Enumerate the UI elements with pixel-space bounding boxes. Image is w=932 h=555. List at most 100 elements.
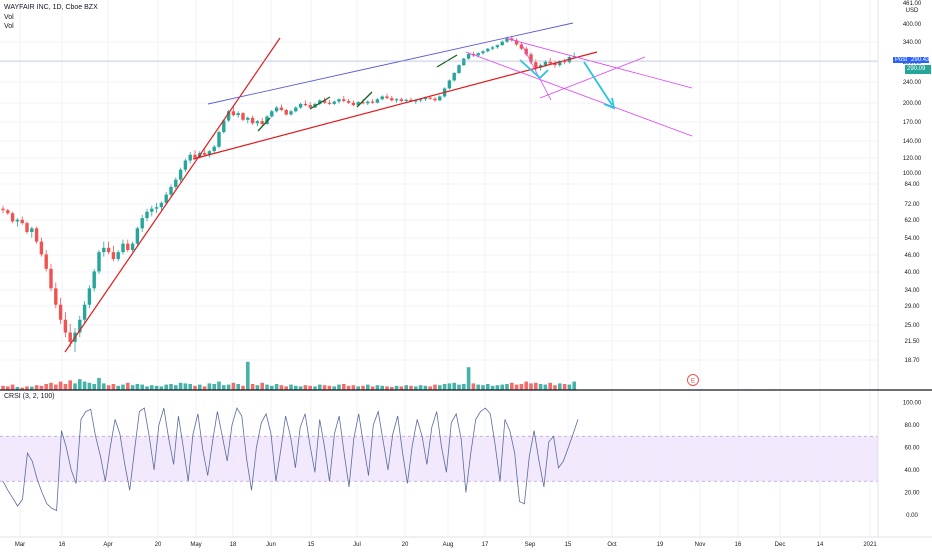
volume-bar [44, 384, 48, 390]
time-axis-label: Sep [525, 542, 536, 548]
volume-bar [423, 385, 428, 390]
candle-body [130, 243, 135, 250]
crsi-axis-label: 80.00 [904, 423, 920, 429]
price-axis-label: 46.00 [904, 253, 920, 259]
candle-body [15, 219, 20, 222]
volume-bar [529, 383, 533, 390]
candle-body [279, 107, 284, 111]
volume-bar [39, 385, 44, 390]
volume-bar [433, 384, 437, 390]
volume-bar [538, 384, 543, 390]
volume-bar [236, 384, 240, 390]
volume-bar [183, 383, 188, 390]
volume-bar [409, 385, 413, 390]
axes-layer [0, 0, 932, 538]
candle-body [102, 247, 106, 253]
volume-bar [198, 384, 202, 390]
candle-body [97, 252, 101, 272]
volume-bar [68, 380, 72, 390]
crsi-line [2, 407, 579, 512]
candle-body [150, 208, 154, 212]
time-axis-label: 15 [565, 542, 572, 548]
volume-bar [255, 385, 260, 390]
candle-body [174, 179, 178, 187]
volume-bar [289, 384, 293, 390]
candle-body [553, 63, 557, 66]
volume-bar [399, 386, 404, 390]
volume-bar [390, 387, 394, 390]
post-label: Post [893, 57, 910, 63]
price-axis-label: USD [906, 8, 919, 14]
support-trendline [64, 37, 281, 353]
price-axis-label: 200.00 [903, 101, 922, 107]
time-axis-label: 20 [155, 542, 162, 548]
volume-bar [543, 384, 548, 390]
time-axis-label: 14 [817, 542, 824, 548]
volume-bar [222, 385, 226, 390]
candle-body [452, 72, 456, 81]
volume-bar [260, 382, 264, 390]
volume-bar [241, 385, 245, 390]
volume-bar [500, 384, 504, 390]
candle-body [529, 54, 533, 63]
volume-bar [495, 385, 500, 390]
volume-bar [394, 385, 399, 390]
candle-body [380, 96, 384, 100]
volume-bar [284, 386, 288, 390]
volume-bar [414, 386, 418, 390]
volume-bar [486, 384, 490, 390]
volume-bar [97, 378, 101, 390]
candle-body [346, 100, 351, 103]
candle-body [58, 304, 63, 320]
candle-body [543, 61, 548, 66]
candle-body [433, 98, 437, 101]
candle-body [202, 152, 207, 155]
volume-bar [212, 384, 216, 390]
time-axis-label: May [190, 542, 201, 548]
post-price: 290.43 [909, 57, 930, 63]
candle-body [63, 319, 68, 333]
volume-bar [418, 385, 423, 390]
time-axis-label: Oct [607, 542, 617, 548]
crsi-axis-label: 0.00 [906, 513, 918, 519]
volume-bar [279, 385, 284, 390]
candle-body [466, 53, 471, 59]
candle-body [246, 117, 250, 120]
volume-bar [130, 385, 135, 390]
candle-body [145, 211, 149, 219]
candle-body [337, 99, 341, 102]
candle-body [332, 101, 336, 104]
volume-bar [346, 385, 351, 390]
volume-bar [337, 384, 341, 390]
volume-bar [102, 383, 106, 390]
channel-resistance-line [207, 22, 574, 105]
candle-body [241, 113, 245, 120]
time-axis-label: Jul [353, 542, 361, 548]
candle-body [183, 160, 188, 170]
volume-bar [327, 385, 332, 390]
candle-body [255, 121, 260, 124]
volume-bar [217, 381, 221, 390]
time-axis[interactable]: Mar 16 Apr 20 May 18 Jun 15 Jul 20 Aug 17 Sep 15 Oct 19… [15, 542, 878, 548]
volume-bar [82, 381, 87, 390]
volume-bar [15, 387, 20, 390]
downtrend-channel-mid [539, 56, 646, 99]
volume-bar [178, 382, 183, 390]
volume-bar [274, 384, 279, 390]
earnings-marker[interactable]: E [687, 374, 699, 386]
volume-bar [92, 384, 96, 390]
volume-bar [471, 383, 476, 390]
candle-body [514, 40, 519, 45]
volume-bar [452, 382, 456, 390]
candle-body [222, 120, 226, 133]
earnings-marker-label: E [691, 378, 696, 385]
candle-body [49, 268, 53, 289]
candle-body [562, 61, 567, 63]
volume-bar [481, 385, 485, 390]
candle-body [361, 102, 365, 104]
candle-body [289, 111, 293, 115]
volume-bar [553, 385, 557, 390]
candle-body [375, 99, 380, 103]
